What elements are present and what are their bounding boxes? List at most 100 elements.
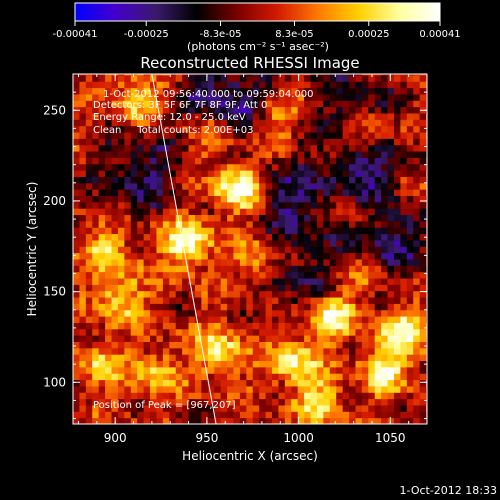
heatmap-cell <box>214 341 222 349</box>
heatmap-cell <box>105 341 113 349</box>
heatmap-cell <box>169 347 177 355</box>
heatmap-cell <box>194 170 202 177</box>
heatmap-cell <box>130 233 138 241</box>
heatmap-cell <box>79 144 87 152</box>
heatmap-cell <box>272 271 279 279</box>
heatmap-cell <box>252 411 260 419</box>
heatmap-cell <box>85 125 93 133</box>
heatmap-cell <box>259 189 267 197</box>
heatmap-cell <box>316 360 324 368</box>
heatmap-cell <box>98 112 106 120</box>
heatmap-cell <box>272 417 279 424</box>
heatmap-cell <box>400 74 408 76</box>
heatmap-cell <box>201 74 209 82</box>
heatmap-cell <box>329 157 337 165</box>
heatmap-cell <box>130 347 138 355</box>
heatmap-cell <box>323 354 331 362</box>
heatmap-cell <box>310 354 318 362</box>
heatmap-cell <box>259 182 267 190</box>
heatmap-cell <box>227 265 234 273</box>
heatmap-cell <box>201 201 209 209</box>
heatmap-cell <box>304 195 312 203</box>
heatmap-cell <box>117 417 125 424</box>
heatmap-cell <box>419 366 427 374</box>
heatmap-cell <box>117 404 125 412</box>
heatmap-cell <box>265 366 273 374</box>
heatmap-cell <box>79 341 87 349</box>
heatmap-cell <box>130 239 138 247</box>
heatmap-cell <box>304 303 312 311</box>
heatmap-cell <box>252 106 260 114</box>
heatmap-cell <box>361 252 369 260</box>
heatmap-cell <box>111 81 119 89</box>
heatmap-cell <box>342 385 350 393</box>
heatmap-cell <box>143 290 151 298</box>
heatmap-cell <box>265 138 273 146</box>
heatmap-cell <box>233 74 241 76</box>
heatmap-cell <box>169 328 177 336</box>
heatmap-cell <box>227 392 234 400</box>
heatmap-cell <box>143 81 151 89</box>
heatmap-cell <box>400 309 408 317</box>
heatmap-cell <box>239 360 247 368</box>
heatmap-cell <box>137 170 145 177</box>
heatmap-cell <box>124 328 132 336</box>
heatmap-cell <box>419 411 427 419</box>
heatmap-cell <box>368 316 376 323</box>
heatmap-cell <box>117 125 125 133</box>
heatmap-cell <box>207 74 215 82</box>
heatmap-cell <box>137 417 145 424</box>
heatmap-cell <box>220 239 228 247</box>
heatmap-cell <box>188 252 196 260</box>
heatmap-cell <box>374 265 382 273</box>
heatmap-cell <box>304 220 312 228</box>
heatmap-cell <box>194 335 202 342</box>
heatmap-cell <box>143 360 151 368</box>
heatmap-cell <box>239 201 247 209</box>
heatmap-cell <box>374 278 382 285</box>
heatmap-cell <box>92 335 100 342</box>
heatmap-cell <box>137 195 145 203</box>
heatmap-cell <box>381 189 389 197</box>
heatmap-cell <box>342 265 350 273</box>
heatmap-cell <box>73 170 80 177</box>
heatmap-cell <box>73 354 80 362</box>
heatmap-cell <box>85 246 93 254</box>
heatmap-cell <box>368 284 376 292</box>
heatmap-cell <box>342 347 350 355</box>
heatmap-cell <box>201 341 209 349</box>
heatmap-cell <box>406 373 414 381</box>
heatmap-cell <box>156 303 164 311</box>
heatmap-cell <box>124 93 132 101</box>
heatmap-cell <box>246 119 254 127</box>
heatmap-cell <box>342 284 350 292</box>
heatmap-cell <box>130 106 138 114</box>
heatmap-cell <box>79 220 87 228</box>
heatmap-cell <box>374 138 382 146</box>
heatmap-cell <box>98 246 106 254</box>
heatmap-cell <box>400 195 408 203</box>
heatmap-cell <box>194 93 202 101</box>
heatmap-cell <box>85 258 93 266</box>
heatmap-cell <box>381 239 389 247</box>
heatmap-cell <box>227 385 234 393</box>
heatmap-cell <box>98 138 106 146</box>
heatmap-cell <box>194 309 202 317</box>
heatmap-cell <box>310 290 318 298</box>
heatmap-cell <box>227 195 234 203</box>
heatmap-cell <box>284 322 292 330</box>
heatmap-cell <box>73 93 80 101</box>
heatmap-cell <box>156 132 164 139</box>
heatmap-cell <box>137 278 145 285</box>
heatmap-cell <box>201 112 209 120</box>
heatmap-cell <box>117 239 125 247</box>
heatmap-cell <box>336 316 344 323</box>
heatmap-cell <box>156 93 164 101</box>
heatmap-cell <box>342 366 350 374</box>
heatmap-cell <box>316 354 324 362</box>
heatmap-cell <box>194 176 202 184</box>
heatmap-cell <box>182 278 190 285</box>
heatmap-cell <box>175 417 183 424</box>
heatmap-cell <box>92 366 100 374</box>
heatmap-cell <box>284 246 292 254</box>
